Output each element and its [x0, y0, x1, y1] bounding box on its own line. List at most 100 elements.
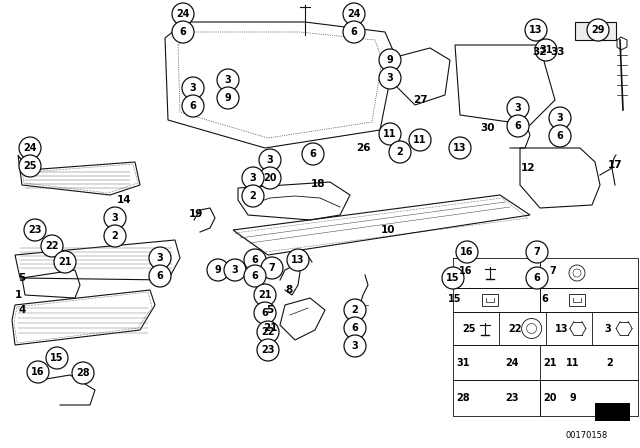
Circle shape: [54, 251, 76, 273]
Text: 3: 3: [515, 103, 522, 113]
Text: 21: 21: [263, 323, 277, 333]
Text: 5: 5: [266, 305, 274, 315]
Circle shape: [41, 235, 63, 257]
Text: 7: 7: [269, 263, 275, 273]
Circle shape: [104, 207, 126, 229]
Text: 11: 11: [413, 135, 427, 145]
Text: 24: 24: [176, 9, 189, 19]
Circle shape: [19, 137, 41, 159]
Circle shape: [104, 225, 126, 247]
Text: 18: 18: [311, 179, 325, 189]
Circle shape: [46, 347, 68, 369]
Text: 15: 15: [51, 353, 64, 363]
Circle shape: [344, 317, 366, 339]
Text: 8: 8: [285, 285, 292, 295]
Circle shape: [456, 241, 478, 263]
Circle shape: [242, 185, 264, 207]
Text: 7: 7: [534, 247, 540, 257]
Text: 6: 6: [262, 308, 268, 318]
Text: 3: 3: [232, 265, 238, 275]
Text: 1: 1: [14, 290, 22, 300]
Text: 24: 24: [23, 143, 36, 153]
Text: 27: 27: [413, 95, 428, 105]
Text: 22: 22: [45, 241, 59, 251]
Text: 32: 32: [532, 47, 547, 57]
Circle shape: [526, 267, 548, 289]
Circle shape: [302, 143, 324, 165]
Text: 6: 6: [157, 271, 163, 281]
Circle shape: [244, 249, 266, 271]
Text: 21: 21: [58, 257, 72, 267]
Text: 5: 5: [19, 273, 26, 283]
Circle shape: [526, 241, 548, 263]
Circle shape: [507, 97, 529, 119]
Circle shape: [587, 19, 609, 41]
Text: 20: 20: [263, 173, 276, 183]
Circle shape: [149, 265, 171, 287]
Circle shape: [72, 362, 94, 384]
Text: 3: 3: [267, 155, 273, 165]
Text: 11: 11: [383, 129, 397, 139]
Text: 6: 6: [534, 273, 540, 283]
Circle shape: [287, 249, 309, 271]
Text: 6: 6: [351, 27, 357, 37]
Circle shape: [344, 335, 366, 357]
Text: 9: 9: [387, 55, 394, 65]
Bar: [569, 294, 585, 306]
Text: 3: 3: [225, 75, 232, 85]
Text: 17: 17: [608, 160, 622, 170]
Text: 6: 6: [252, 255, 259, 265]
Text: 3: 3: [157, 253, 163, 263]
Text: 10: 10: [381, 225, 396, 235]
Circle shape: [217, 87, 239, 109]
Text: 2: 2: [111, 231, 118, 241]
Text: 3: 3: [387, 73, 394, 83]
Text: 3: 3: [605, 323, 611, 333]
Text: 6: 6: [310, 149, 316, 159]
Text: 3: 3: [557, 113, 563, 123]
Text: 6: 6: [351, 323, 358, 333]
Circle shape: [525, 19, 547, 41]
Circle shape: [27, 361, 49, 383]
Circle shape: [207, 259, 229, 281]
Text: 22: 22: [509, 323, 522, 333]
Text: 12: 12: [521, 163, 535, 173]
Text: 2: 2: [351, 305, 358, 315]
Text: 26: 26: [356, 143, 371, 153]
Circle shape: [507, 115, 529, 137]
Text: 25: 25: [463, 323, 476, 333]
Circle shape: [343, 21, 365, 43]
Circle shape: [19, 155, 41, 177]
Circle shape: [549, 125, 571, 147]
Text: 23: 23: [261, 345, 275, 355]
Text: 25: 25: [23, 161, 36, 171]
Text: 30: 30: [481, 123, 495, 133]
Text: 16: 16: [31, 367, 45, 377]
Text: 6: 6: [515, 121, 522, 131]
Text: 28: 28: [76, 368, 90, 378]
Text: 31: 31: [540, 45, 553, 55]
Text: 33: 33: [551, 47, 565, 57]
Circle shape: [224, 259, 246, 281]
Circle shape: [242, 167, 264, 189]
Text: 13: 13: [555, 323, 568, 333]
Text: 13: 13: [453, 143, 467, 153]
Circle shape: [257, 339, 279, 361]
Circle shape: [254, 284, 276, 306]
Text: 21: 21: [543, 358, 557, 367]
Text: 7: 7: [550, 266, 556, 276]
Text: 21: 21: [259, 290, 272, 300]
Circle shape: [182, 77, 204, 99]
Polygon shape: [575, 22, 616, 40]
Circle shape: [449, 137, 471, 159]
Circle shape: [389, 141, 411, 163]
Text: 6: 6: [180, 27, 186, 37]
Circle shape: [217, 69, 239, 91]
Text: 2: 2: [607, 358, 613, 367]
Text: 3: 3: [189, 83, 196, 93]
Circle shape: [24, 219, 46, 241]
Text: 6: 6: [252, 271, 259, 281]
Text: 9: 9: [570, 393, 577, 403]
Circle shape: [244, 265, 266, 287]
Text: 9: 9: [214, 265, 221, 275]
